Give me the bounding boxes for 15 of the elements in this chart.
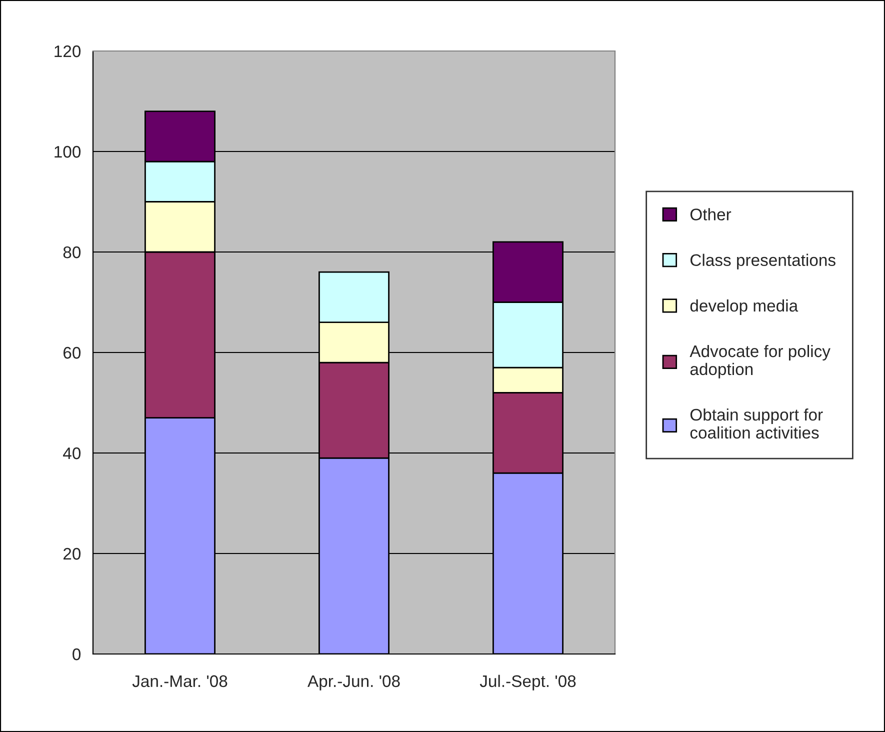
x-tick-label: Jan.-Mar. '08 [132, 675, 228, 688]
legend-label: Class presentations [690, 254, 836, 270]
y-tick-label: 40 [63, 447, 81, 460]
y-tick-label: 20 [63, 548, 81, 560]
legend-label: Other [690, 208, 732, 220]
y-tick-label: 100 [54, 146, 81, 158]
y-tick-label: 120 [54, 45, 81, 58]
x-tick-label: Jul.-Sept. '08 [480, 674, 576, 690]
legend-label: Obtain support for coalition activities [690, 408, 823, 439]
y-tick-label: 0 [72, 648, 81, 660]
legend-label: develop media [690, 299, 798, 315]
y-tick-label: 60 [64, 346, 81, 359]
legend-label: Advocate for policy adoption [690, 344, 830, 378]
x-tick-label: Apr.-Jun. '08 [308, 675, 400, 690]
y-tick-label: 80 [63, 246, 81, 258]
